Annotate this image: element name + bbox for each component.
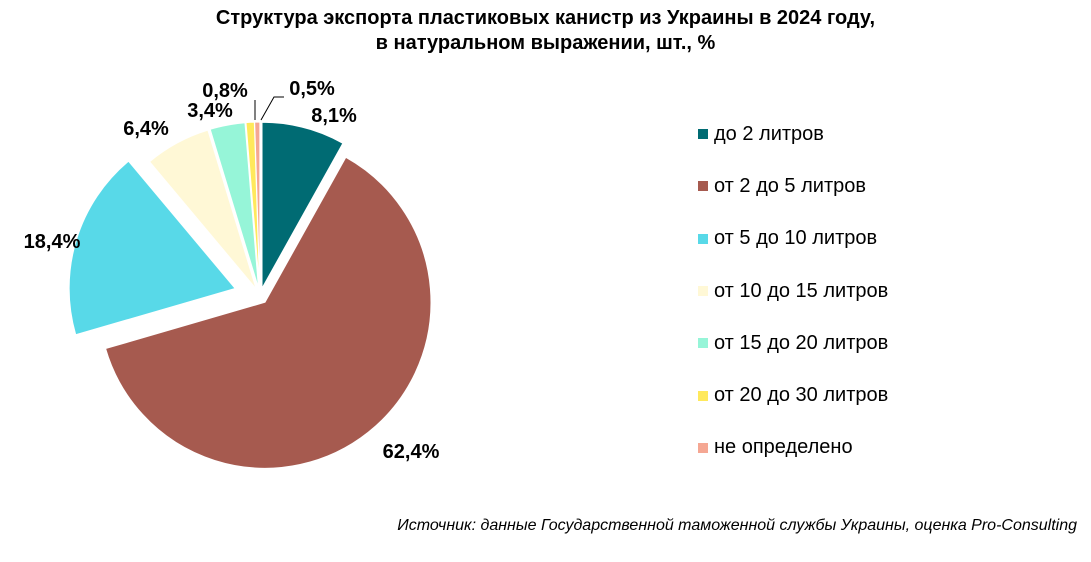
legend-item-4: от 15 до 20 литров	[698, 317, 888, 369]
legend-swatch-5	[698, 390, 708, 401]
data-label-5: 0,8%	[202, 80, 248, 102]
legend-item-2: от 5 до 10 литров	[698, 213, 888, 265]
legend: до 2 литров от 2 до 5 литров от 5 до 10 …	[698, 108, 888, 474]
legend-item-5: от 20 до 30 литров	[698, 369, 888, 421]
pie-slice-1	[104, 156, 432, 469]
data-label-0: 8,1%	[311, 105, 357, 127]
legend-label-1: от 2 до 5 литров	[714, 174, 866, 197]
legend-label-3: от 10 до 15 литров	[714, 279, 889, 302]
legend-swatch-2	[698, 233, 708, 244]
legend-item-1: от 2 до 5 литров	[698, 160, 888, 212]
data-label-3: 6,4%	[123, 118, 169, 140]
legend-label-4: от 15 до 20 литров	[714, 331, 889, 354]
legend-label-2: от 5 до 10 литров	[714, 227, 878, 250]
legend-label-6: не определено	[714, 436, 853, 459]
pie-slice-4	[209, 122, 259, 289]
legend-item-0: до 2 литров	[698, 108, 888, 160]
data-label-2: 18,4%	[24, 231, 81, 253]
pie-slice-6	[254, 121, 261, 289]
data-label-6: 0,5%	[289, 78, 335, 100]
legend-swatch-3	[698, 286, 708, 297]
pie-slice-2	[68, 160, 237, 336]
legend-swatch-6	[698, 442, 708, 453]
pie-slice-3	[148, 129, 257, 290]
legend-swatch-0	[698, 129, 708, 140]
chart-title: Структура экспорта пластиковых канистр и…	[0, 6, 1091, 56]
leader-line-6	[260, 96, 284, 121]
chart-title-line-1: Структура экспорта пластиковых канистр и…	[215, 7, 876, 29]
pie-slice-0	[261, 121, 344, 291]
data-label-4: 3,4%	[187, 100, 233, 122]
legend-swatch-1	[698, 181, 708, 192]
legend-label-5: от 20 до 30 литров	[714, 384, 889, 407]
legend-item-6: не определено	[698, 422, 888, 474]
legend-item-3: от 10 до 15 литров	[698, 265, 888, 317]
legend-label-0: до 2 литров	[714, 122, 824, 145]
data-label-1: 62,4%	[383, 441, 440, 463]
chart-title-line-2: в натуральном выражении, шт., %	[375, 32, 716, 54]
source-note: Источник: данные Государственной таможен…	[397, 517, 1077, 534]
legend-swatch-4	[698, 338, 708, 349]
